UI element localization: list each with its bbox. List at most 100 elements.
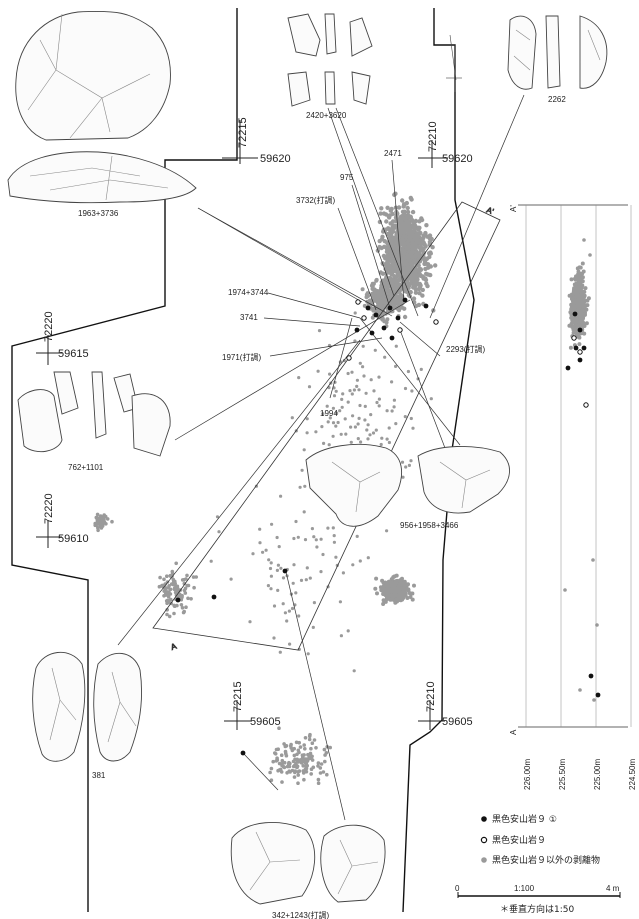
gray-flake-dot <box>402 202 407 207</box>
gray-flake-dot <box>573 318 578 323</box>
gray-flake-dot <box>319 570 323 574</box>
gray-flake-dot <box>373 586 378 591</box>
gray-flake-dot <box>410 209 416 215</box>
gray-flake-dot <box>424 271 429 276</box>
gray-flake-dot <box>403 415 407 419</box>
gray-flake-dot <box>595 623 599 627</box>
gray-flake-dot <box>417 267 422 272</box>
gray-flake-dot <box>325 772 329 777</box>
gray-flake-dot <box>174 561 178 566</box>
gray-flake-dot <box>341 571 345 575</box>
gray-flake-dot <box>276 588 280 593</box>
gray-flake-dot <box>579 317 584 322</box>
gray-flake-dot <box>412 583 416 588</box>
gray-flake-dot <box>420 287 425 293</box>
plan-scatter-gray <box>93 191 438 785</box>
grid-crosses <box>36 120 448 730</box>
gray-flake-dot <box>350 370 354 374</box>
gray-flake-dot <box>171 577 176 582</box>
gray-flake-dot <box>408 227 413 232</box>
gray-flake-dot <box>281 576 286 580</box>
gray-flake-dot <box>275 758 280 762</box>
gray-flake-dot <box>321 552 325 557</box>
label-342-1243: 342+1243(打調) <box>272 910 329 919</box>
gray-flake-dot <box>309 772 314 776</box>
gray-flake-dot <box>294 519 298 524</box>
gray-flake-dot <box>307 737 312 742</box>
gray-flake-dot <box>332 534 336 538</box>
gray-flake-dot <box>391 300 396 305</box>
gray-flake-dot <box>399 220 405 226</box>
gray-flake-dot <box>583 286 588 291</box>
gray-flake-dot <box>300 468 304 472</box>
gray-flake-dot <box>397 229 403 235</box>
gray-flake-dot <box>375 591 379 596</box>
black-andesite-point <box>573 345 579 351</box>
gray-flake-dot <box>323 759 327 764</box>
gray-flake-dot <box>339 432 343 436</box>
gray-flake-dot <box>165 598 170 603</box>
black-andesite-point <box>395 315 401 321</box>
label-3732: 3732(打調) <box>296 195 335 205</box>
gray-flake-dot <box>363 418 367 422</box>
gray-flake-dot <box>382 244 387 249</box>
gray-flake-dot <box>413 287 419 292</box>
black-andesite-point <box>577 327 583 333</box>
gray-flake-dot <box>303 484 307 488</box>
gray-flake-dot <box>575 301 580 306</box>
gray-flake-dot <box>287 609 291 613</box>
gray-flake-dot <box>269 587 273 591</box>
label-1994: 1994 <box>320 409 338 418</box>
gray-flake-dot <box>172 604 177 608</box>
gray-flake-dot <box>582 297 586 302</box>
black-andesite-point <box>423 303 429 309</box>
gray-flake-dot <box>280 758 285 763</box>
gray-flake-dot <box>577 342 582 347</box>
gray-flake-dot <box>334 555 338 559</box>
gray-flake-dot <box>183 591 188 595</box>
gray-flake-dot <box>377 298 382 303</box>
gray-flake-dot <box>413 303 419 309</box>
gray-flake-dot <box>282 742 286 746</box>
gray-flake-dot <box>411 296 417 301</box>
gray-flake-dot <box>297 614 301 618</box>
gray-flake-dot <box>388 251 394 256</box>
gray-flake-dot <box>288 761 292 766</box>
gray-flake-dot <box>416 227 421 232</box>
gray-flake-dot <box>428 272 433 278</box>
gray-flake-dot <box>303 538 308 542</box>
gray-flake-dot <box>319 537 323 541</box>
gray-flake-dot <box>384 597 389 602</box>
survey-lines <box>446 34 462 92</box>
open-andesite-point <box>355 299 361 305</box>
gray-flake-dot <box>429 397 433 401</box>
gray-flake-dot <box>340 397 344 401</box>
gray-flake-dot <box>316 777 321 782</box>
label-2262: 2262 <box>548 95 566 104</box>
gray-flake-dot <box>419 367 423 371</box>
gray-flake-dot <box>162 594 166 598</box>
gray-flake-dot <box>344 432 348 436</box>
gray-flake-dot <box>282 765 287 770</box>
gray-flake-dot <box>573 284 578 289</box>
gray-flake-dot <box>293 769 298 773</box>
gray-flake-dot <box>424 223 429 228</box>
gray-flake-dot <box>409 197 414 202</box>
gray-flake-dot <box>393 588 398 593</box>
artifact-labels: 1963+3736 2420+3620 2262 2471 975 3732(打… <box>68 95 566 919</box>
gray-flake-dot <box>341 392 345 396</box>
grid-x-72210-top: 72210 <box>427 121 439 152</box>
gray-flake-dot <box>301 764 306 768</box>
gray-flake-dot <box>355 534 359 539</box>
gray-flake-dot <box>173 586 178 591</box>
black-andesite-point <box>402 297 408 303</box>
gray-flake-dot <box>166 586 170 590</box>
gray-flake-dot <box>387 440 391 445</box>
gray-flake-dot <box>162 577 166 582</box>
gray-flake-dot <box>314 746 318 750</box>
gray-flake-dot <box>269 574 273 578</box>
scale-zero: 0 <box>455 884 460 893</box>
gray-flake-dot <box>158 575 162 580</box>
gray-flake-dot <box>395 273 400 279</box>
